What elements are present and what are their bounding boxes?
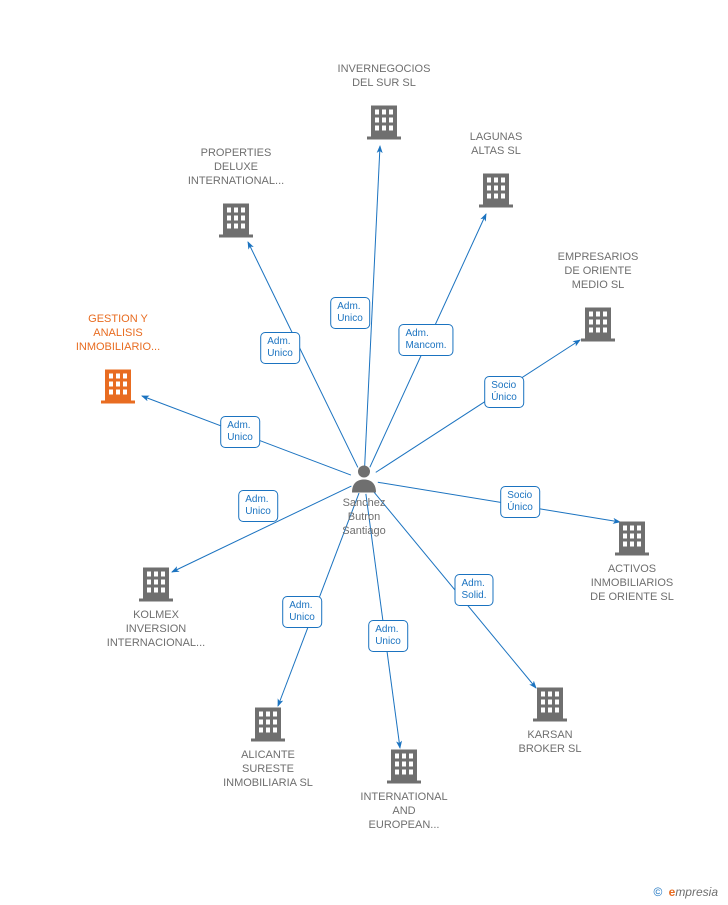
edge-badge: Adm. Unico: [238, 490, 278, 522]
copyright-symbol: ©: [653, 885, 662, 899]
building-icon[interactable]: [387, 748, 421, 789]
building-icon[interactable]: [533, 686, 567, 727]
center-node-label: Sanchez Butron Santiago: [342, 496, 385, 538]
edge-badge: Adm. Mancom.: [398, 324, 453, 356]
edge-badge: Adm. Solid.: [454, 574, 493, 606]
diagram-canvas: [0, 0, 728, 905]
building-icon[interactable]: [101, 368, 135, 409]
building-icon[interactable]: [251, 706, 285, 747]
edge-badge: Socio Único: [500, 486, 540, 518]
building-icon[interactable]: [367, 104, 401, 145]
node-label: INTERNATIONAL AND EUROPEAN...: [360, 790, 447, 832]
edge-line: [376, 340, 580, 472]
building-icon[interactable]: [139, 566, 173, 607]
node-label: INVERNEGOCIOS DEL SUR SL: [338, 62, 431, 90]
building-icon[interactable]: [615, 520, 649, 561]
person-icon[interactable]: [349, 463, 379, 498]
footer-credit: © empresia: [653, 885, 718, 899]
node-label: KOLMEX INVERSION INTERNACIONAL...: [107, 608, 205, 650]
building-icon[interactable]: [479, 172, 513, 213]
edge-badge: Adm. Unico: [330, 297, 370, 329]
node-label: EMPRESARIOS DE ORIENTE MEDIO SL: [558, 250, 639, 292]
edge-badge: Adm. Unico: [368, 620, 408, 652]
node-label: GESTION Y ANALISIS INMOBILIARIO...: [76, 312, 160, 354]
node-label: ALICANTE SURESTE INMOBILIARIA SL: [223, 748, 313, 790]
brand-rest: mpresia: [675, 885, 718, 899]
node-label: KARSAN BROKER SL: [519, 728, 582, 756]
edge-badge: Adm. Unico: [260, 332, 300, 364]
node-label: ACTIVOS INMOBILIARIOS DE ORIENTE SL: [590, 562, 674, 604]
node-label: LAGUNAS ALTAS SL: [470, 130, 523, 158]
edge-badge: Socio Único: [484, 376, 524, 408]
building-icon[interactable]: [219, 202, 253, 243]
edge-badge: Adm. Unico: [220, 416, 260, 448]
building-icon[interactable]: [581, 306, 615, 347]
node-label: PROPERTIES DELUXE INTERNATIONAL...: [188, 146, 284, 188]
edge-badge: Adm. Unico: [282, 596, 322, 628]
edge-line: [378, 482, 620, 522]
